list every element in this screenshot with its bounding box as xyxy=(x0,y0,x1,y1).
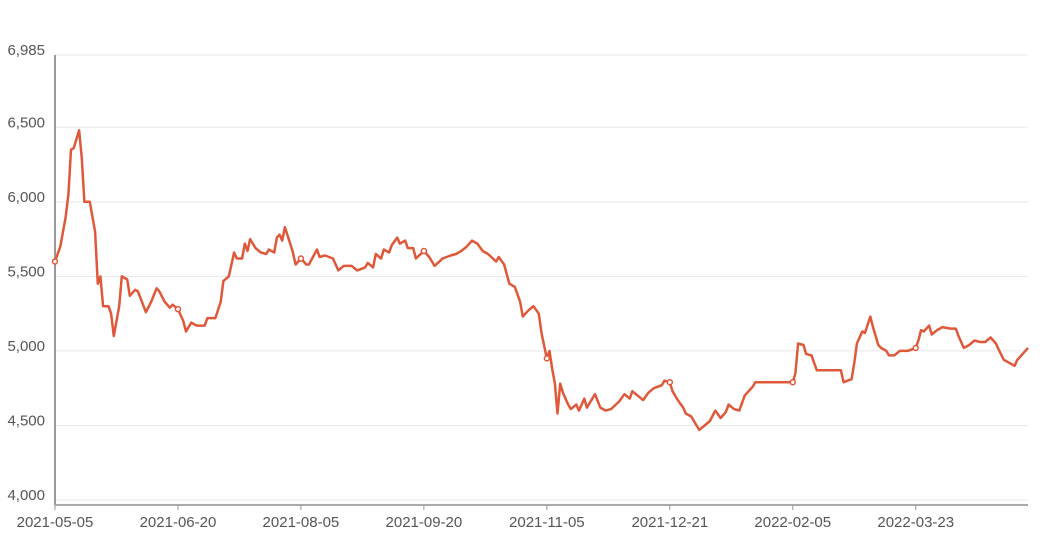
y-tick-label: 4,000 xyxy=(7,487,45,504)
y-tick-label: 4,500 xyxy=(7,412,45,429)
y-tick-label: 6,985 xyxy=(7,42,45,59)
point xyxy=(789,378,797,386)
x-tick-label: 2021-05-05 xyxy=(17,514,94,531)
y-tick-label: 6,000 xyxy=(7,189,45,206)
line xyxy=(53,129,1029,432)
x-tick-label: 2021-12-21 xyxy=(631,514,708,531)
x-tick-label: 2021-09-20 xyxy=(386,514,463,531)
x-tick-label: 2021-08-05 xyxy=(263,514,340,531)
point xyxy=(912,344,919,352)
point xyxy=(666,378,674,386)
y-tick-label: 5,500 xyxy=(7,263,45,280)
x-tick-label: 2022-02-05 xyxy=(754,514,831,531)
point xyxy=(420,247,428,255)
point xyxy=(543,355,551,362)
x-tick-label: 2021-06-20 xyxy=(140,514,217,531)
x-tick-label: 2021-11-05 xyxy=(509,514,585,531)
x-tick-label: 2022-03-23 xyxy=(877,514,954,531)
point xyxy=(297,255,305,262)
point xyxy=(51,258,59,265)
y-tick-label: 6,500 xyxy=(7,114,45,131)
point xyxy=(174,305,182,313)
y-tick-label: 5,000 xyxy=(7,338,45,355)
